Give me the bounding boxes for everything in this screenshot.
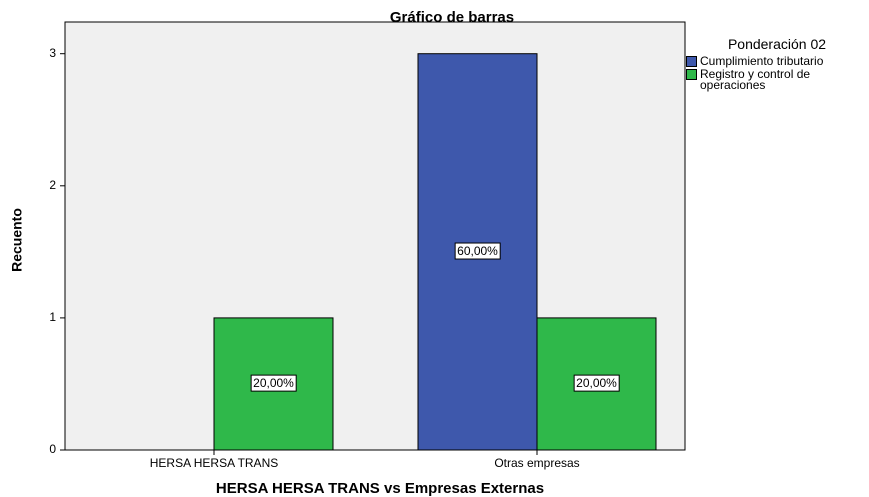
legend-label: Cumplimiento tributario — [700, 54, 824, 68]
data-label-box — [454, 242, 501, 260]
data-label-box — [573, 374, 620, 392]
x-axis-label: HERSA HERSA TRANS vs Empresas Externas — [216, 480, 544, 497]
data-label-box — [250, 374, 297, 392]
legend-title: Ponderación 02 — [727, 36, 827, 52]
data-label: 60,00% — [457, 244, 498, 258]
y-tick-label: 1 — [49, 310, 56, 324]
y-axis-label: Recuento — [9, 208, 25, 272]
y-tick-label: 3 — [49, 46, 56, 60]
y-tick-label: 0 — [49, 442, 56, 456]
x-tick-label: HERSA HERSA TRANS — [150, 456, 278, 470]
legend-item: Registro y control de operaciones — [686, 67, 868, 92]
y-tick-label: 2 — [49, 178, 56, 192]
legend-item: Cumplimiento tributario — [686, 54, 868, 68]
data-label: 20,00% — [253, 376, 294, 390]
legend: Ponderación 02 Cumplimiento tributario Re… — [686, 36, 868, 93]
x-tick-label: Otras empresas — [494, 456, 579, 470]
legend-swatch — [686, 69, 697, 80]
legend-label: Registro y control de operaciones — [700, 67, 811, 92]
legend-swatch — [686, 56, 697, 67]
data-label: 20,00% — [576, 376, 617, 390]
